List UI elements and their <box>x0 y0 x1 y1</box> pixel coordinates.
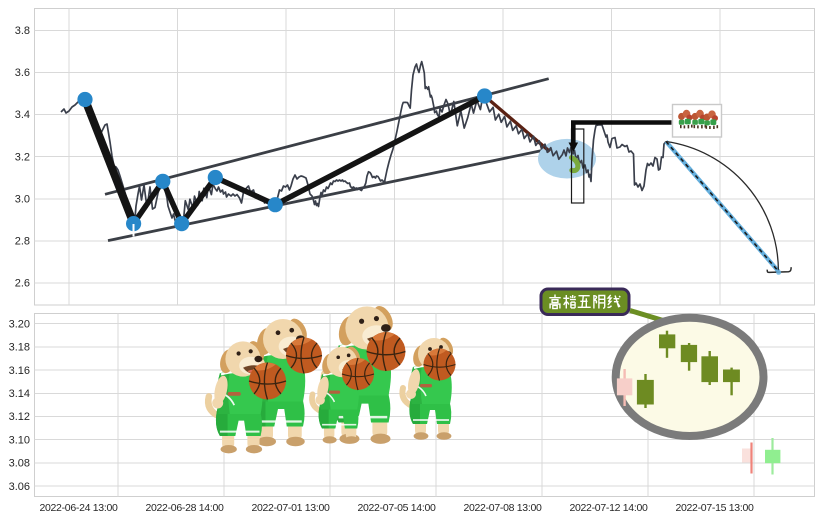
svg-text:2022-06-28 14:00: 2022-06-28 14:00 <box>145 502 224 514</box>
svg-text:3.12: 3.12 <box>9 411 30 423</box>
svg-text:2.8: 2.8 <box>15 236 30 248</box>
svg-text:2022-07-12 14:00: 2022-07-12 14:00 <box>569 502 648 514</box>
svg-text:3.10: 3.10 <box>9 434 30 446</box>
svg-text:2022-07-05 14:00: 2022-07-05 14:00 <box>357 502 436 514</box>
svg-text:2022-07-01 13:00: 2022-07-01 13:00 <box>251 502 330 514</box>
svg-text:3.6: 3.6 <box>15 67 30 79</box>
svg-text:3.0: 3.0 <box>15 193 30 205</box>
svg-text:2022-06-24 13:00: 2022-06-24 13:00 <box>39 502 118 514</box>
svg-text:3.16: 3.16 <box>9 365 30 377</box>
svg-text:3.18: 3.18 <box>9 342 30 354</box>
svg-text:2022-07-15 13:00: 2022-07-15 13:00 <box>675 502 754 514</box>
svg-text:3.06: 3.06 <box>9 481 30 493</box>
svg-text:2.6: 2.6 <box>15 278 30 290</box>
svg-text:2022-07-08 13:00: 2022-07-08 13:00 <box>463 502 542 514</box>
svg-text:3.20: 3.20 <box>9 318 30 330</box>
svg-text:3.14: 3.14 <box>9 388 30 400</box>
svg-text:3.8: 3.8 <box>15 25 30 37</box>
svg-text:3.08: 3.08 <box>9 458 30 470</box>
svg-text:3.2: 3.2 <box>15 151 30 163</box>
svg-text:3.4: 3.4 <box>15 109 30 121</box>
